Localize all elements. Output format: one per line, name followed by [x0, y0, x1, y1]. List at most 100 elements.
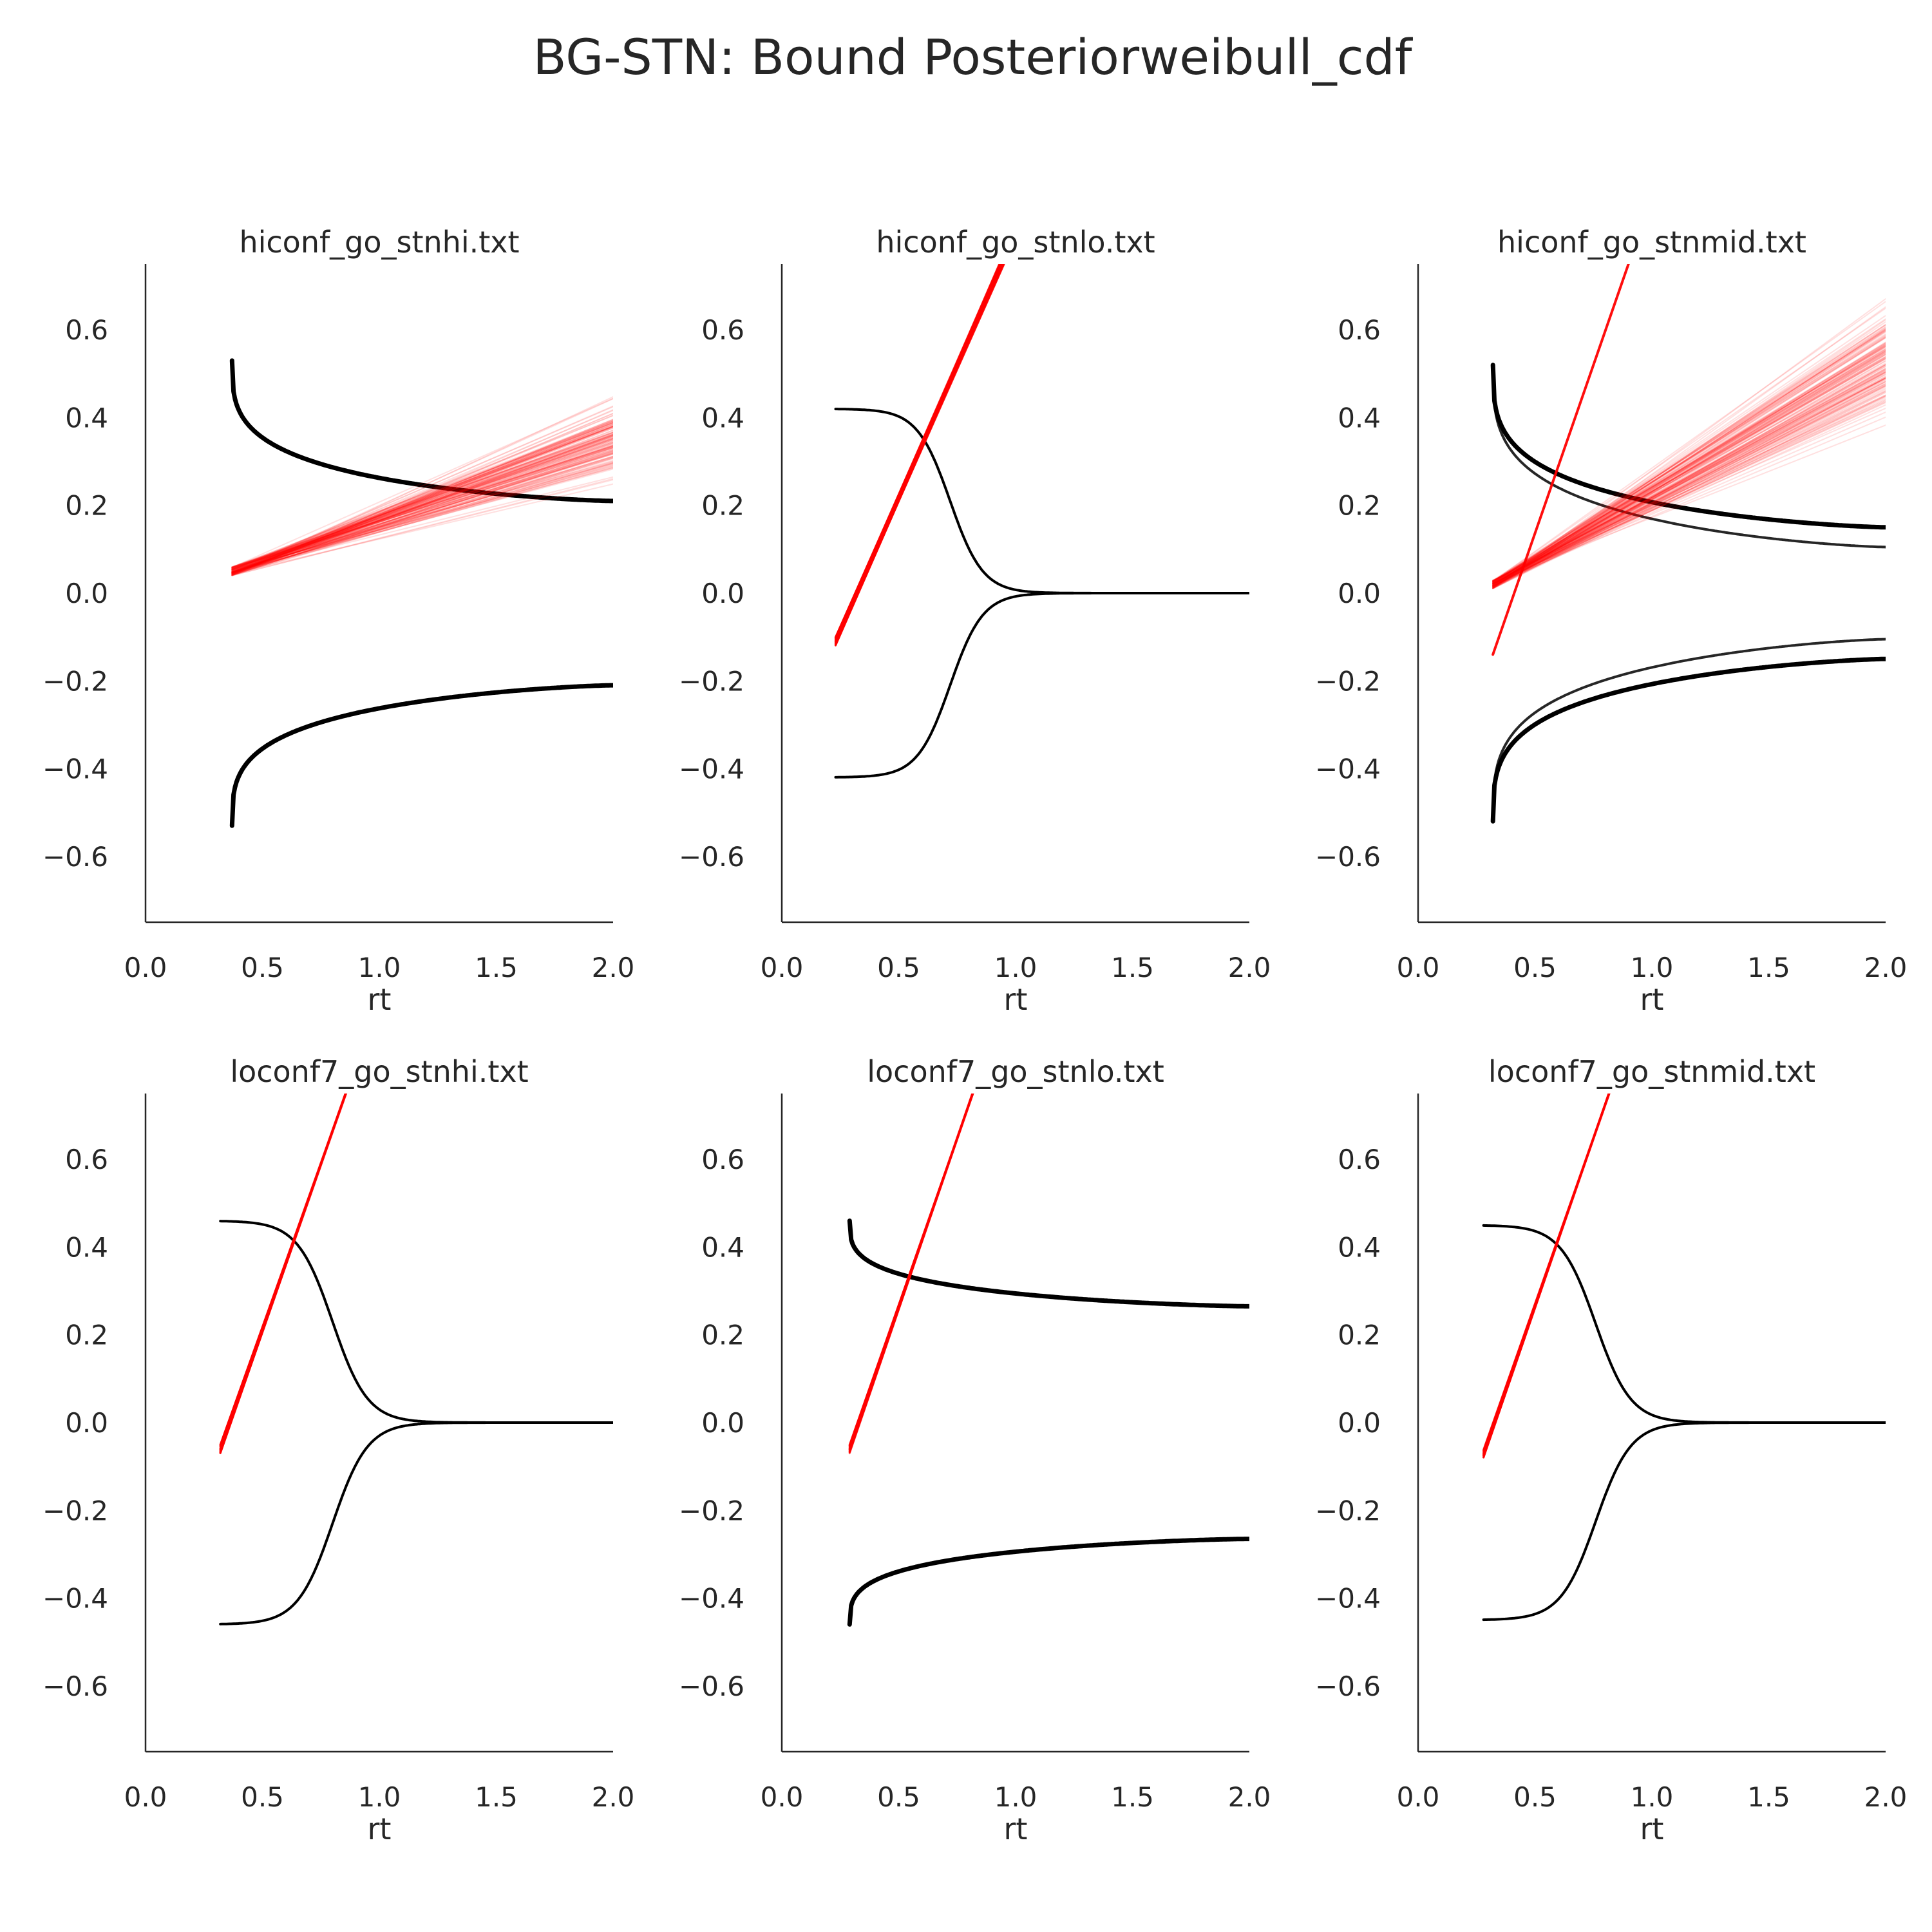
posterior-trajectory-line — [1492, 388, 1886, 587]
posterior-trajectory-line — [1492, 381, 1886, 587]
posterior-trajectory-line — [1492, 353, 1886, 586]
posterior-trajectory-line — [231, 462, 613, 576]
x-axis-label: rt — [1004, 982, 1028, 1017]
posterior-trajectory-line — [1492, 350, 1886, 589]
posterior-trajectory-line — [1492, 334, 1886, 584]
posterior-trajectory-line — [231, 446, 613, 568]
posterior-trajectory-line — [231, 425, 613, 569]
posterior-trajectory-line — [1492, 369, 1886, 582]
posterior-trajectory-line — [1492, 364, 1886, 587]
x-axis-label: rt — [1640, 982, 1664, 1017]
y-tick-label: 0.2 — [701, 490, 744, 522]
posterior-trajectory-line — [231, 457, 613, 576]
plot-area — [847, 1094, 1249, 1627]
x-tick-label: 0.5 — [241, 1781, 284, 1813]
posterior-trajectory-line — [1492, 344, 1886, 589]
posterior-trajectory-line — [231, 422, 613, 571]
y-tick-label: 0.6 — [65, 314, 108, 346]
posterior-trajectory-line — [231, 426, 613, 573]
y-tick-label: 0.0 — [1338, 1407, 1381, 1439]
posterior-trajectory-line — [231, 430, 613, 574]
y-tick-label: −0.4 — [679, 1583, 744, 1615]
posterior-trajectory-line — [1492, 375, 1886, 582]
y-tick-label: 0.6 — [1338, 314, 1381, 346]
posterior-trajectory-line — [231, 437, 613, 573]
posterior-trajectory-line — [231, 419, 613, 574]
posterior-trajectory-line — [231, 483, 613, 574]
posterior-trajectory-line — [231, 436, 613, 569]
posterior-trajectory-line — [1492, 341, 1886, 583]
posterior-trajectory-line — [231, 452, 613, 574]
posterior-trajectory-line — [231, 434, 613, 575]
posterior-trajectory-line — [231, 440, 613, 570]
posterior-trajectory-line — [231, 450, 613, 573]
posterior-trajectory-line — [231, 426, 613, 573]
posterior-trajectory-line — [1492, 346, 1886, 587]
posterior-trajectory-line — [231, 434, 613, 573]
posterior-trajectory-line — [1492, 337, 1886, 587]
posterior-trajectory-line — [1492, 330, 1886, 582]
posterior-trajectory-line — [1492, 390, 1886, 583]
posterior-trajectory-line — [1492, 330, 1886, 589]
posterior-trajectory-line — [231, 453, 613, 573]
subplot-3: hiconf_go_stnmid.txt 0.0 0.5 1.0 1.5 2.0 0.6 0.… — [1315, 225, 1907, 1017]
subplot-title: loconf7_go_stnhi.txt — [230, 1054, 528, 1089]
posterior-trajectory-line — [231, 435, 613, 573]
posterior-trajectory-line — [1492, 400, 1886, 585]
posterior-trajectory-line — [231, 435, 613, 571]
posterior-trajectory-line — [1492, 391, 1886, 589]
posterior-trajectory-line — [231, 437, 613, 573]
posterior-trajectory-line — [1492, 301, 1886, 582]
posterior-trajectory-line — [231, 410, 613, 572]
upper-bound-line — [847, 1218, 1249, 1309]
upper-bound-line — [219, 1220, 613, 1424]
posterior-trajectory-line — [231, 467, 613, 570]
posterior-trajectory-line — [231, 415, 613, 570]
subplot-grid: hiconf_go_stnhi.txt 0.0 0.5 1.0 1.5 2.0 0.6 0.4… — [43, 225, 1907, 1846]
x-axis-label: rt — [1640, 1812, 1664, 1846]
posterior-trajectory-line — [231, 448, 613, 576]
x-axis-label: rt — [368, 1812, 392, 1846]
posterior-trajectory-line — [231, 426, 613, 570]
posterior-trajectory-line — [231, 462, 613, 569]
posterior-trajectory-line — [1492, 383, 1886, 589]
y-tick-label: 0.6 — [65, 1144, 108, 1175]
posterior-trajectory-line — [1492, 355, 1886, 586]
posterior-trajectory-line — [231, 439, 613, 570]
posterior-trajectory-line — [231, 457, 613, 573]
y-tick-label: −0.2 — [43, 1495, 108, 1526]
posterior-trajectory-line — [231, 422, 613, 575]
posterior-trajectory-line — [1492, 336, 1886, 582]
plot-area — [229, 358, 613, 828]
posterior-trajectory-line — [231, 446, 613, 573]
posterior-trajectory-line — [231, 449, 613, 569]
posterior-trajectory-line — [1492, 341, 1886, 588]
x-tick-label: 2.0 — [592, 1781, 635, 1813]
posterior-trajectory-line — [1492, 327, 1886, 584]
y-tick-label: 0.0 — [65, 578, 108, 609]
posterior-trajectory-line — [1492, 345, 1886, 585]
posterior-trajectory-line — [1492, 330, 1886, 586]
posterior-trajectory-line — [231, 456, 613, 575]
posterior-trajectory-line — [231, 430, 613, 574]
posterior-trajectory-line — [1492, 328, 1886, 588]
x-tick-label: 0.5 — [1513, 952, 1557, 983]
x-tick-label: 2.0 — [1864, 1781, 1908, 1813]
lower-bound-line — [1482, 1421, 1886, 1622]
posterior-trajectory-line — [1492, 401, 1886, 584]
posterior-trajectory-line — [1492, 346, 1886, 583]
x-tick-label: 0.0 — [761, 1781, 804, 1813]
posterior-trajectory-line — [1492, 318, 1886, 585]
posterior-trajectory-line — [231, 424, 613, 574]
posterior-trajectory-line — [1492, 412, 1886, 585]
y-tick-label: 0.4 — [65, 1231, 108, 1263]
posterior-trajectory-line — [1492, 333, 1886, 583]
outlier-trajectory-line — [1492, 264, 1630, 656]
plot-area — [1482, 1094, 1886, 1622]
x-tick-label: 0.0 — [1397, 1781, 1440, 1813]
y-tick-label: 0.4 — [65, 402, 108, 433]
x-tick-label: 0.5 — [877, 1781, 920, 1813]
posterior-trajectory-line — [1492, 397, 1886, 586]
y-tick-label: −0.6 — [1315, 841, 1381, 873]
